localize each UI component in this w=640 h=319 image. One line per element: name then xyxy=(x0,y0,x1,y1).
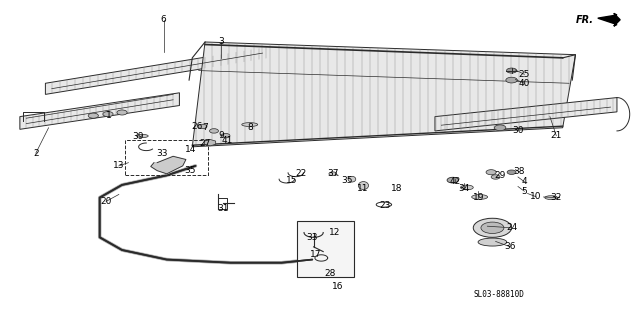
Text: 17: 17 xyxy=(310,250,322,259)
Text: 27: 27 xyxy=(200,139,211,148)
Polygon shape xyxy=(435,98,617,131)
Ellipse shape xyxy=(478,238,507,246)
Ellipse shape xyxy=(358,182,369,189)
Text: 26: 26 xyxy=(192,122,203,131)
Text: 19: 19 xyxy=(472,193,484,202)
Text: 12: 12 xyxy=(329,228,340,237)
Ellipse shape xyxy=(461,185,473,190)
Text: 2: 2 xyxy=(33,149,38,158)
Text: 22: 22 xyxy=(295,169,307,178)
Circle shape xyxy=(486,170,496,175)
Ellipse shape xyxy=(348,176,356,182)
Circle shape xyxy=(491,175,500,179)
Circle shape xyxy=(198,124,207,129)
Text: 32: 32 xyxy=(550,193,562,202)
Circle shape xyxy=(506,77,517,83)
Text: 21: 21 xyxy=(550,131,562,140)
Text: 4: 4 xyxy=(522,177,527,186)
Text: SL03-88810D: SL03-88810D xyxy=(473,290,524,299)
Text: FR.: FR. xyxy=(575,15,593,25)
Text: 25: 25 xyxy=(518,70,530,79)
Circle shape xyxy=(209,129,218,133)
Text: 38: 38 xyxy=(513,167,525,176)
Text: 6: 6 xyxy=(161,15,166,24)
Text: 11: 11 xyxy=(357,184,369,193)
Text: 36: 36 xyxy=(504,242,516,251)
Text: 29: 29 xyxy=(495,171,506,180)
Text: 7: 7 xyxy=(202,123,208,132)
Text: 33: 33 xyxy=(156,149,168,158)
Text: 23: 23 xyxy=(380,201,391,210)
Polygon shape xyxy=(45,47,269,94)
Text: 42: 42 xyxy=(450,177,461,186)
Text: 41: 41 xyxy=(221,136,233,145)
Text: 13: 13 xyxy=(113,161,125,170)
Text: 24: 24 xyxy=(506,223,517,232)
FancyBboxPatch shape xyxy=(297,221,355,277)
Polygon shape xyxy=(192,42,575,147)
Text: 34: 34 xyxy=(459,184,470,193)
Text: 35: 35 xyxy=(184,166,196,175)
Text: 3: 3 xyxy=(218,38,224,47)
Circle shape xyxy=(329,172,337,176)
Text: 10: 10 xyxy=(530,192,541,201)
Text: 5: 5 xyxy=(522,187,527,196)
Circle shape xyxy=(88,113,99,118)
Text: 28: 28 xyxy=(324,269,335,278)
Text: 15: 15 xyxy=(285,176,297,185)
Circle shape xyxy=(494,125,506,130)
Text: 39: 39 xyxy=(132,132,144,141)
Ellipse shape xyxy=(472,195,488,199)
Circle shape xyxy=(221,133,230,138)
Text: 20: 20 xyxy=(100,197,112,206)
Text: 14: 14 xyxy=(186,145,196,154)
Polygon shape xyxy=(598,13,620,26)
Text: 31: 31 xyxy=(217,204,228,213)
Ellipse shape xyxy=(137,134,148,137)
Circle shape xyxy=(103,112,113,117)
Circle shape xyxy=(447,177,459,183)
Text: 30: 30 xyxy=(512,126,524,135)
Polygon shape xyxy=(20,93,179,129)
Text: 16: 16 xyxy=(332,282,343,291)
Text: 18: 18 xyxy=(391,184,403,193)
Ellipse shape xyxy=(545,196,557,199)
Text: 37: 37 xyxy=(327,169,339,178)
Circle shape xyxy=(117,110,127,115)
Circle shape xyxy=(481,222,504,234)
Polygon shape xyxy=(151,156,186,174)
Text: 8: 8 xyxy=(247,123,253,132)
Circle shape xyxy=(507,170,516,174)
Text: 1: 1 xyxy=(106,111,112,120)
Ellipse shape xyxy=(242,123,258,126)
Text: 35: 35 xyxy=(342,176,353,185)
Text: 33: 33 xyxy=(307,233,318,242)
Circle shape xyxy=(506,68,516,73)
Text: 9: 9 xyxy=(218,131,224,140)
Circle shape xyxy=(473,218,511,237)
Text: 40: 40 xyxy=(518,79,530,88)
